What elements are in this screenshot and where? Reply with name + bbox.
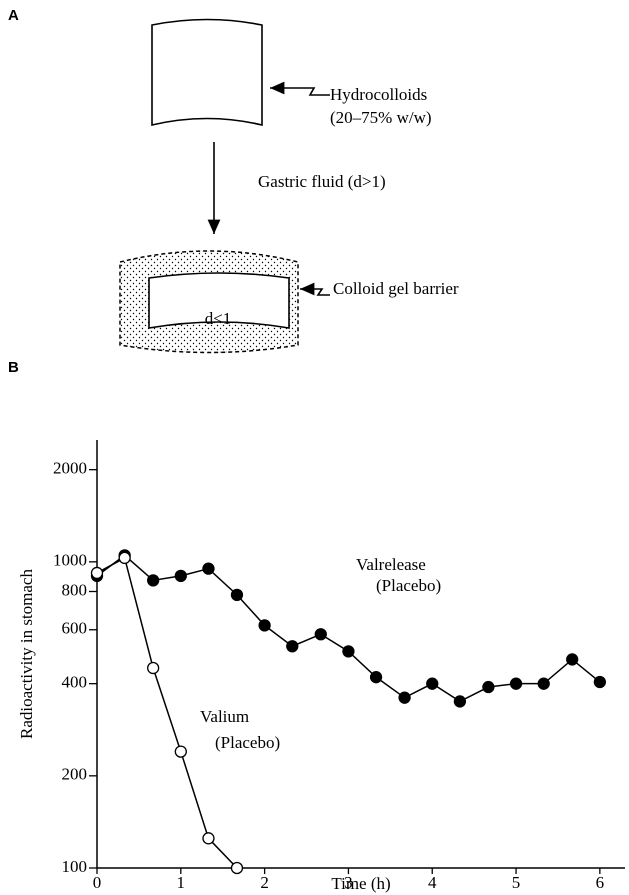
diagram-label: Hydrocolloids bbox=[330, 85, 427, 104]
data-point bbox=[90, 566, 104, 580]
panel-label: A bbox=[8, 7, 19, 24]
y-axis-label: Radioactivity in stomach bbox=[17, 569, 36, 739]
y-tick-label: 800 bbox=[62, 580, 88, 599]
data-point bbox=[230, 588, 244, 602]
diagram-label: d<1 bbox=[205, 309, 232, 328]
x-axis-label: Time (h) bbox=[331, 874, 390, 893]
data-point bbox=[482, 680, 495, 694]
data-point bbox=[593, 675, 607, 689]
data-point bbox=[230, 861, 244, 875]
y-tick-label: 600 bbox=[62, 619, 88, 638]
y-tick-label: 100 bbox=[62, 857, 88, 876]
pointer-arrow bbox=[300, 282, 330, 296]
data-point bbox=[314, 628, 327, 641]
y-tick-label: 400 bbox=[62, 673, 88, 692]
data-point bbox=[509, 677, 523, 690]
panel-label: B bbox=[8, 359, 19, 376]
diagram-label: Colloid gel barrier bbox=[333, 279, 459, 298]
annotation: Valium bbox=[200, 707, 249, 726]
data-point bbox=[537, 677, 550, 690]
tablet-shape bbox=[151, 18, 263, 127]
data-point bbox=[202, 562, 215, 575]
annotation: Valrelease bbox=[356, 555, 426, 574]
y-tick-label: 200 bbox=[62, 765, 88, 784]
x-tick-label: 6 bbox=[596, 873, 605, 892]
diagram-label: Gastric fluid (d>1) bbox=[258, 172, 386, 191]
data-point bbox=[398, 691, 411, 704]
series-line bbox=[96, 554, 601, 703]
data-point bbox=[147, 574, 160, 587]
x-tick-label: 2 bbox=[260, 873, 269, 892]
x-tick-label: 5 bbox=[512, 873, 521, 892]
data-point bbox=[147, 661, 160, 675]
data-point bbox=[566, 653, 579, 666]
data-point bbox=[202, 832, 215, 845]
pointer-arrow bbox=[270, 81, 330, 96]
data-point bbox=[369, 671, 383, 684]
annotation: (Placebo) bbox=[376, 576, 441, 595]
annotation: (Placebo) bbox=[215, 733, 280, 752]
data-point bbox=[342, 645, 355, 658]
data-point bbox=[174, 569, 187, 582]
y-tick-label: 1000 bbox=[53, 551, 87, 570]
data-point bbox=[118, 551, 131, 565]
data-point bbox=[258, 619, 271, 632]
x-tick-label: 3 bbox=[344, 873, 353, 892]
tablet-core bbox=[148, 272, 290, 329]
x-tick-label: 1 bbox=[177, 873, 186, 892]
y-tick-label: 2000 bbox=[53, 459, 87, 478]
data-point bbox=[426, 677, 439, 690]
data-point bbox=[453, 695, 467, 708]
data-point bbox=[174, 745, 187, 758]
diagram-label: (20–75% w/w) bbox=[330, 108, 432, 127]
x-tick-label: 0 bbox=[93, 873, 102, 892]
data-point bbox=[286, 640, 299, 653]
x-tick-label: 4 bbox=[428, 873, 437, 892]
